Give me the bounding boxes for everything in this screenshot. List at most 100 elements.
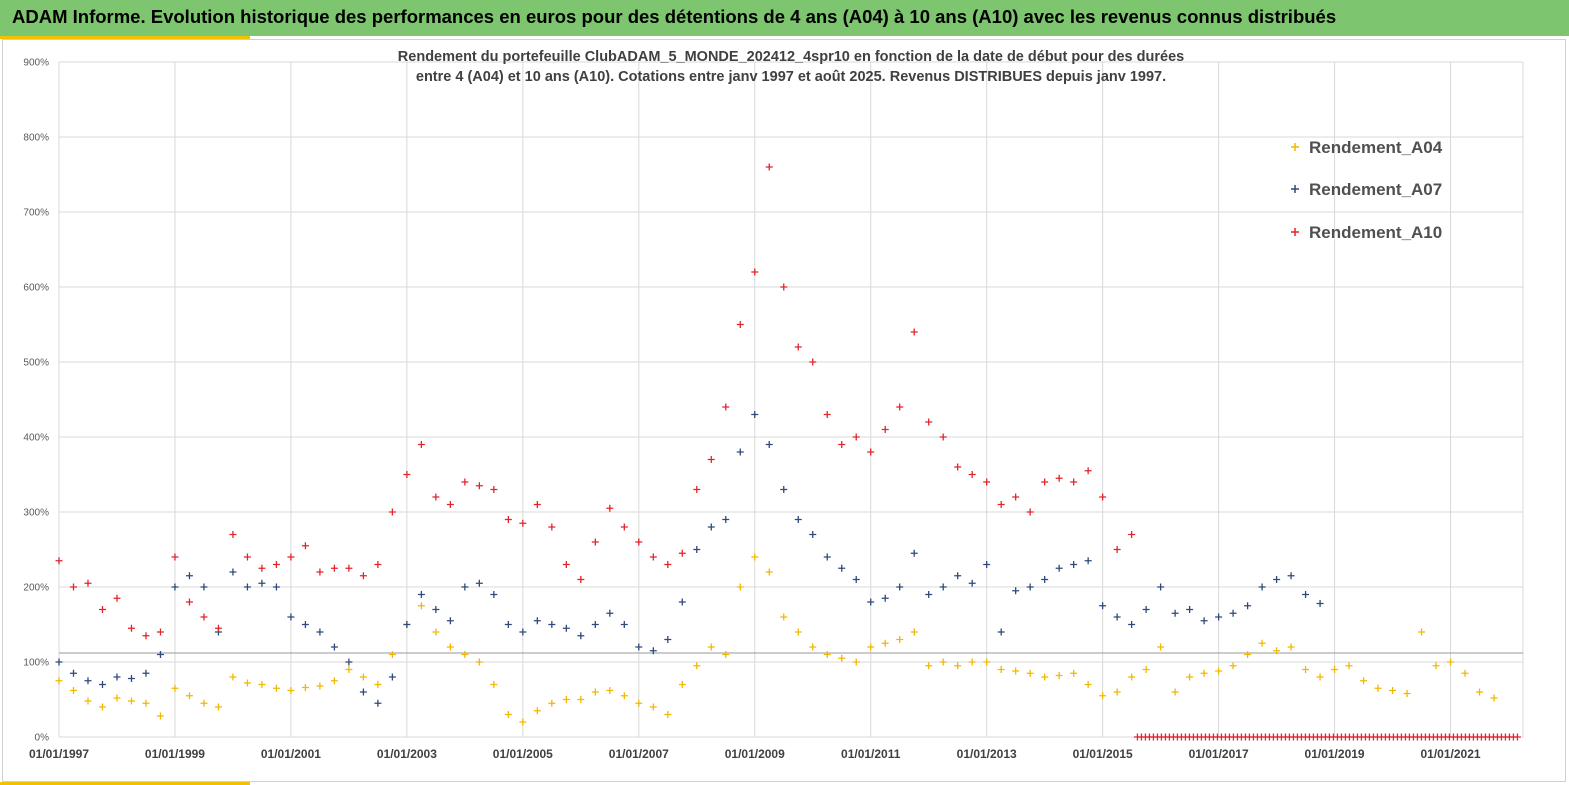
point-a04 (1490, 694, 1498, 702)
point-a10 (1026, 508, 1034, 516)
point-a07 (1041, 576, 1049, 583)
point-a04 (84, 697, 92, 705)
point-a04 (548, 699, 556, 707)
point-a04 (881, 639, 889, 647)
grid (58, 61, 1524, 738)
y-axis-ticks: 0% 100% 200% 300% 400% 500% 600% 700% 800% 900% (23, 58, 49, 744)
point-a04 (490, 681, 498, 688)
x-tick-label: 01/01/1999 (145, 747, 205, 761)
point-a10 (678, 549, 686, 557)
point-a10 (591, 538, 599, 546)
point-a07 (156, 651, 164, 658)
point-a07 (272, 583, 280, 591)
point-a07 (606, 609, 614, 617)
legend-label-a07: Rendement_A07 (1309, 180, 1442, 199)
point-a07 (852, 576, 860, 583)
point-a10 (156, 628, 164, 636)
point-a07 (954, 572, 962, 580)
point-a07 (664, 636, 672, 643)
point-a10 (258, 564, 266, 572)
point-a10 (330, 564, 338, 572)
point-a04 (1070, 669, 1078, 677)
point-a10 (345, 564, 353, 572)
point-a04 (432, 628, 440, 636)
point-a04 (359, 673, 367, 681)
point-a04 (533, 707, 541, 715)
point-a10 (736, 321, 744, 328)
point-a04 (417, 602, 425, 610)
point-a07 (1229, 609, 1237, 617)
point-a07 (794, 516, 802, 523)
point-a07 (84, 677, 92, 685)
point-a04 (649, 703, 657, 711)
point-a04 (765, 568, 773, 576)
point-a10 (867, 448, 875, 456)
point-a10 (1099, 493, 1107, 501)
point-a07 (55, 658, 63, 666)
point-a07 (896, 583, 904, 591)
point-a10 (243, 553, 251, 561)
x-tick-label: 01/01/2005 (493, 747, 553, 761)
point-a04 (867, 643, 875, 651)
point-a07 (504, 621, 512, 628)
point-a10 (98, 606, 106, 613)
point-a10 (997, 501, 1005, 508)
point-a04 (301, 684, 309, 691)
point-a10 (1055, 474, 1063, 482)
point-a04 (997, 666, 1005, 673)
point-a04 (69, 687, 77, 694)
point-a07 (519, 628, 527, 636)
point-a04 (156, 712, 164, 720)
point-a10 (852, 433, 860, 441)
point-a07 (475, 579, 483, 587)
point-a04 (925, 662, 933, 670)
x-tick-label: 01/01/2017 (1189, 747, 1249, 761)
point-a07 (1070, 561, 1078, 568)
point-a04 (1287, 643, 1295, 651)
bottom-accent-bar (0, 782, 250, 785)
point-a10 (968, 471, 976, 478)
point-a10 (403, 471, 411, 478)
point-a07 (939, 583, 947, 591)
point-a04 (896, 636, 904, 643)
y-tick-label: 400% (23, 433, 49, 444)
point-a07 (649, 647, 657, 655)
point-a10-zero (1513, 733, 1521, 741)
point-a04 (693, 662, 701, 670)
point-a07 (635, 643, 643, 651)
chart-title-line-1: Rendement du portefeuille ClubADAM_5_MON… (398, 49, 1184, 65)
legend: Rendement_A04 Rendement_A07 Rendement_A1… (1291, 138, 1443, 242)
point-a07 (1244, 602, 1252, 610)
x-tick-label: 01/01/2019 (1305, 747, 1365, 761)
point-a07 (113, 673, 121, 681)
point-a10 (359, 572, 367, 580)
point-a07 (98, 681, 106, 688)
point-a10 (504, 516, 512, 523)
point-a04 (55, 677, 63, 685)
x-tick-label: 01/01/2015 (1073, 747, 1133, 761)
legend-marker-a07 (1291, 185, 1299, 193)
point-a04 (736, 583, 744, 591)
x-tick-label: 01/01/2001 (261, 747, 321, 761)
point-a10 (635, 538, 643, 546)
point-a10 (229, 531, 237, 538)
point-a04 (635, 699, 643, 707)
point-a07 (200, 583, 208, 591)
y-tick-label: 100% (23, 658, 49, 669)
point-a10 (417, 441, 425, 448)
point-a07 (229, 568, 237, 576)
point-a04 (127, 697, 135, 705)
point-a07 (1186, 606, 1194, 613)
point-a04 (1012, 667, 1020, 675)
point-a07 (1258, 583, 1266, 591)
point-a07 (417, 591, 425, 598)
point-a04 (1447, 658, 1455, 666)
point-a10 (272, 561, 280, 568)
point-a07 (1200, 617, 1208, 625)
point-a04 (1186, 673, 1194, 681)
legend-item-a04: Rendement_A04 (1291, 138, 1443, 157)
point-a10 (823, 411, 831, 418)
point-a07 (446, 617, 454, 625)
point-a07 (1012, 587, 1020, 595)
title-banner: ADAM Informe. Evolution historique des p… (0, 0, 1569, 36)
